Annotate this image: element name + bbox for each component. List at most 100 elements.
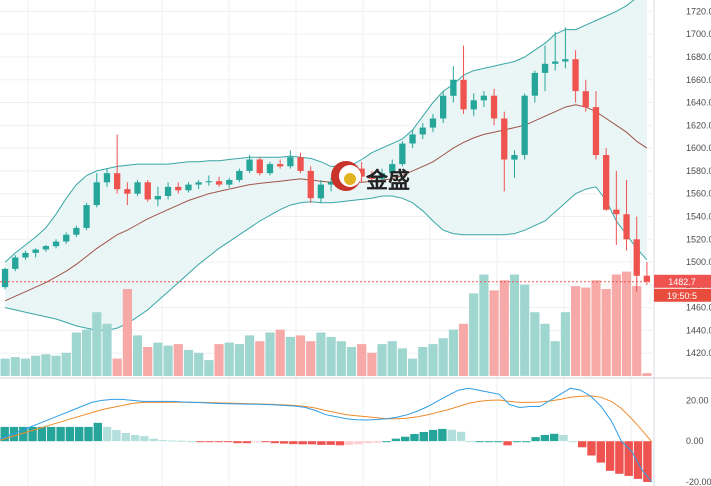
candle-body	[440, 95, 447, 119]
candle[interactable]	[32, 248, 39, 258]
candle[interactable]	[144, 180, 151, 202]
candle[interactable]	[480, 91, 487, 108]
candle[interactable]	[521, 93, 528, 160]
candle-body	[358, 168, 365, 177]
macd-histogram-bar	[503, 441, 512, 446]
candle[interactable]	[440, 91, 447, 124]
watermark-text: 金盛	[365, 168, 410, 194]
candle-body	[93, 182, 100, 206]
candle-body	[215, 181, 223, 185]
candle[interactable]	[256, 157, 263, 176]
candle[interactable]	[490, 88, 498, 126]
macd-signal-line	[0, 395, 653, 443]
candle[interactable]	[103, 168, 111, 187]
candle[interactable]	[623, 180, 630, 251]
candle[interactable]	[134, 180, 141, 196]
volume-bar	[540, 323, 550, 376]
candle[interactable]	[307, 166, 314, 203]
candle[interactable]	[562, 27, 569, 69]
candle[interactable]	[1, 267, 9, 290]
candle[interactable]	[73, 225, 80, 237]
candle[interactable]	[389, 159, 396, 176]
macd-tick-label: 0.00	[686, 436, 704, 446]
candle-body	[144, 182, 151, 200]
price-tick-label: 1500.00	[686, 257, 711, 267]
candle-body	[124, 189, 131, 194]
candle-body	[603, 155, 610, 210]
candle[interactable]	[592, 91, 600, 160]
candle-body	[256, 159, 263, 174]
candle[interactable]	[582, 79, 589, 112]
bollinger-middle-line	[4, 104, 648, 302]
candle-body	[1, 268, 9, 288]
volume-bar	[408, 358, 418, 376]
candle[interactable]	[603, 148, 610, 211]
volume-bar	[41, 354, 51, 377]
price-tick-label: 1420.00	[686, 348, 711, 358]
macd-histogram-bar	[121, 433, 130, 442]
candle[interactable]	[429, 113, 437, 133]
candle[interactable]	[277, 159, 284, 169]
volume-bar	[397, 348, 407, 376]
candle-body	[633, 239, 640, 276]
volume-bar	[418, 347, 428, 376]
volume-bar	[224, 342, 234, 376]
price-tick-label: 1580.00	[686, 166, 711, 176]
macd-panel: 20.00 0.00 -20.00	[0, 387, 711, 486]
candle[interactable]	[572, 50, 579, 103]
candle[interactable]	[205, 175, 212, 186]
candle[interactable]	[226, 177, 233, 188]
price-tag-label: 1482.7	[668, 277, 696, 287]
candle[interactable]	[358, 161, 365, 183]
candle[interactable]	[419, 123, 426, 140]
macd-histogram-bar	[438, 428, 447, 442]
candle[interactable]	[541, 45, 549, 92]
candle[interactable]	[185, 182, 192, 193]
candle[interactable]	[154, 186, 161, 207]
candle[interactable]	[266, 161, 274, 176]
candle[interactable]	[378, 168, 386, 183]
candle-body	[490, 95, 498, 119]
candle[interactable]	[317, 180, 324, 203]
candle[interactable]	[63, 232, 70, 244]
candle[interactable]	[83, 202, 90, 231]
candle[interactable]	[297, 152, 304, 174]
candle[interactable]	[195, 180, 202, 190]
candle[interactable]	[460, 45, 467, 114]
candle[interactable]	[22, 250, 29, 260]
candle-body	[307, 170, 314, 199]
candle[interactable]	[114, 134, 121, 194]
volume-bar	[10, 357, 20, 376]
candle[interactable]	[409, 129, 416, 149]
candle[interactable]	[531, 70, 538, 103]
candle[interactable]	[613, 170, 620, 245]
candle[interactable]	[643, 262, 650, 285]
candle[interactable]	[42, 244, 49, 252]
macd-histogram-bar	[196, 441, 205, 443]
candle[interactable]	[52, 239, 60, 249]
candle[interactable]	[450, 66, 457, 103]
candle[interactable]	[215, 176, 223, 187]
macd-histogram-bar	[214, 441, 224, 443]
candle[interactable]	[470, 93, 477, 117]
candle[interactable]	[12, 255, 19, 272]
candle[interactable]	[327, 177, 335, 192]
macd-histogram-bar	[605, 441, 615, 471]
candle[interactable]	[511, 150, 518, 178]
candle[interactable]	[164, 182, 172, 200]
candle[interactable]	[633, 216, 640, 292]
candle[interactable]	[501, 111, 508, 192]
volume-bar	[336, 341, 346, 376]
candle[interactable]	[246, 154, 253, 174]
candle[interactable]	[399, 141, 406, 167]
candle[interactable]	[124, 182, 131, 206]
candle[interactable]	[175, 182, 182, 194]
candle[interactable]	[93, 173, 100, 208]
time-tag-label: 19:50:5	[667, 291, 697, 301]
candle[interactable]	[552, 31, 559, 71]
candle[interactable]	[236, 168, 243, 183]
volume-bar	[316, 332, 326, 376]
candle[interactable]	[287, 150, 294, 169]
candle[interactable]	[368, 170, 375, 185]
